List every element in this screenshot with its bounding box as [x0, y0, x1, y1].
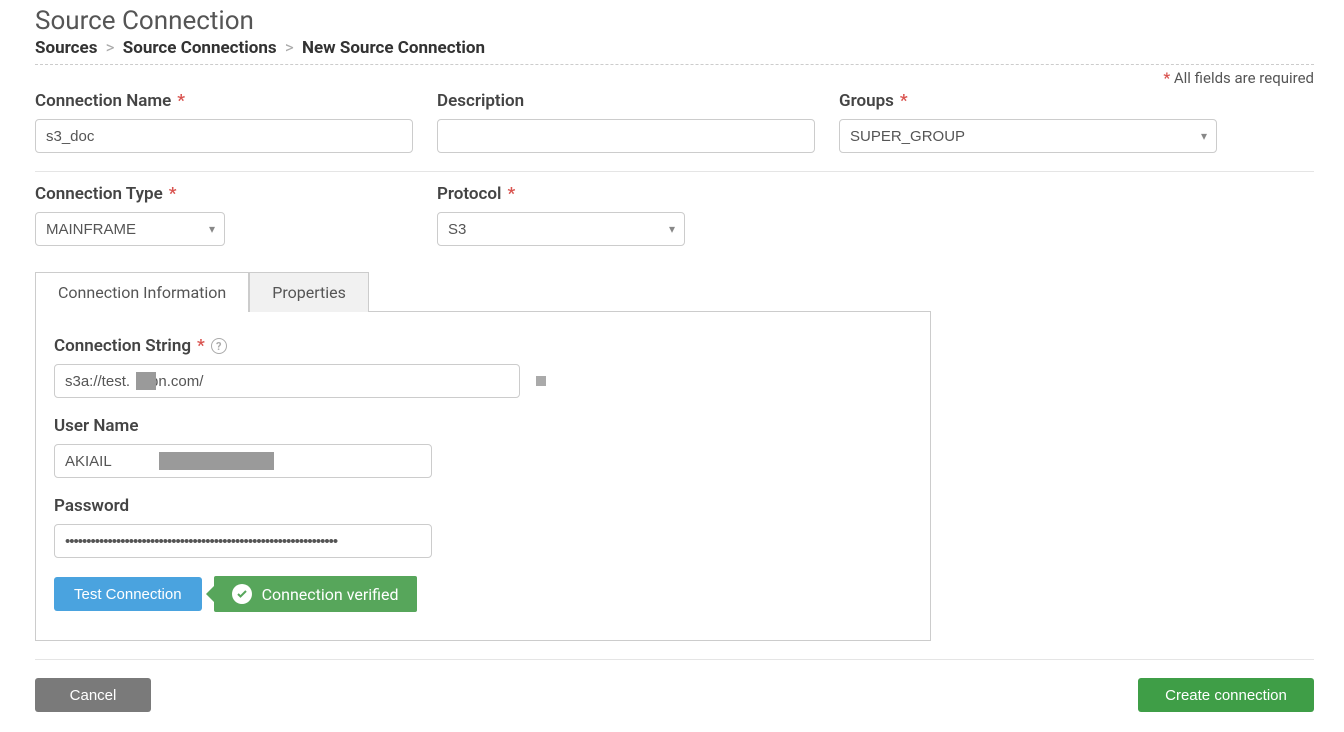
label-text: Connection Type [35, 184, 163, 204]
label-text: Groups [839, 91, 894, 111]
connection-string-label: Connection String * ? [54, 336, 912, 356]
tab-properties[interactable]: Properties [249, 272, 369, 312]
required-star-icon: * [197, 336, 205, 356]
redacted-region [159, 452, 274, 470]
connection-type-select[interactable]: MAINFRAME [35, 212, 225, 246]
help-icon[interactable]: ? [211, 338, 227, 354]
cancel-button[interactable]: Cancel [35, 678, 151, 712]
redacted-region [136, 372, 156, 390]
groups-label: Groups * [839, 91, 1217, 111]
breadcrumb: Sources > Source Connections > New Sourc… [35, 38, 1314, 58]
connection-name-input[interactable] [35, 119, 413, 153]
required-star-icon: * [1163, 69, 1170, 87]
breadcrumb-current: New Source Connection [302, 38, 485, 58]
connection-type-label: Connection Type * [35, 184, 225, 204]
divider [35, 64, 1314, 65]
connection-string-input[interactable] [54, 364, 520, 398]
connection-name-label: Connection Name * [35, 91, 413, 111]
password-label: Password [54, 496, 912, 516]
label-text: Protocol [437, 184, 501, 204]
create-connection-button[interactable]: Create connection [1138, 678, 1314, 712]
label-text: Description [437, 91, 524, 111]
breadcrumb-sep-icon: > [102, 38, 119, 58]
connection-verified-badge: Connection verified [214, 576, 417, 612]
required-note-text: All fields are required [1174, 69, 1314, 87]
label-text: Connection String [54, 336, 191, 356]
user-name-label: User Name [54, 416, 912, 436]
tab-connection-information[interactable]: Connection Information [35, 272, 249, 312]
check-icon [232, 584, 252, 604]
tab-panel-connection-information: Connection String * ? User Name [35, 311, 931, 641]
description-label: Description [437, 91, 815, 111]
password-input[interactable] [54, 524, 432, 558]
breadcrumb-sources[interactable]: Sources [35, 38, 97, 58]
required-star-icon: * [900, 91, 908, 111]
verified-text: Connection verified [262, 585, 399, 604]
required-star-icon: * [169, 184, 177, 204]
tabs: Connection Information Properties [35, 272, 1314, 312]
description-input[interactable] [437, 119, 815, 153]
breadcrumb-source-connections[interactable]: Source Connections [123, 38, 277, 58]
protocol-label: Protocol * [437, 184, 815, 204]
breadcrumb-sep-icon: > [281, 38, 298, 58]
required-star-icon: * [507, 184, 515, 204]
page-title: Source Connection [35, 6, 1314, 36]
groups-select[interactable]: SUPER_GROUP [839, 119, 1217, 153]
required-star-icon: * [177, 91, 185, 111]
label-text: Password [54, 496, 129, 516]
drag-handle-icon[interactable] [536, 376, 546, 386]
label-text: User Name [54, 416, 138, 436]
protocol-select[interactable]: S3 [437, 212, 685, 246]
required-note: * All fields are required [35, 69, 1314, 87]
test-connection-button[interactable]: Test Connection [54, 577, 202, 611]
label-text: Connection Name [35, 91, 171, 111]
